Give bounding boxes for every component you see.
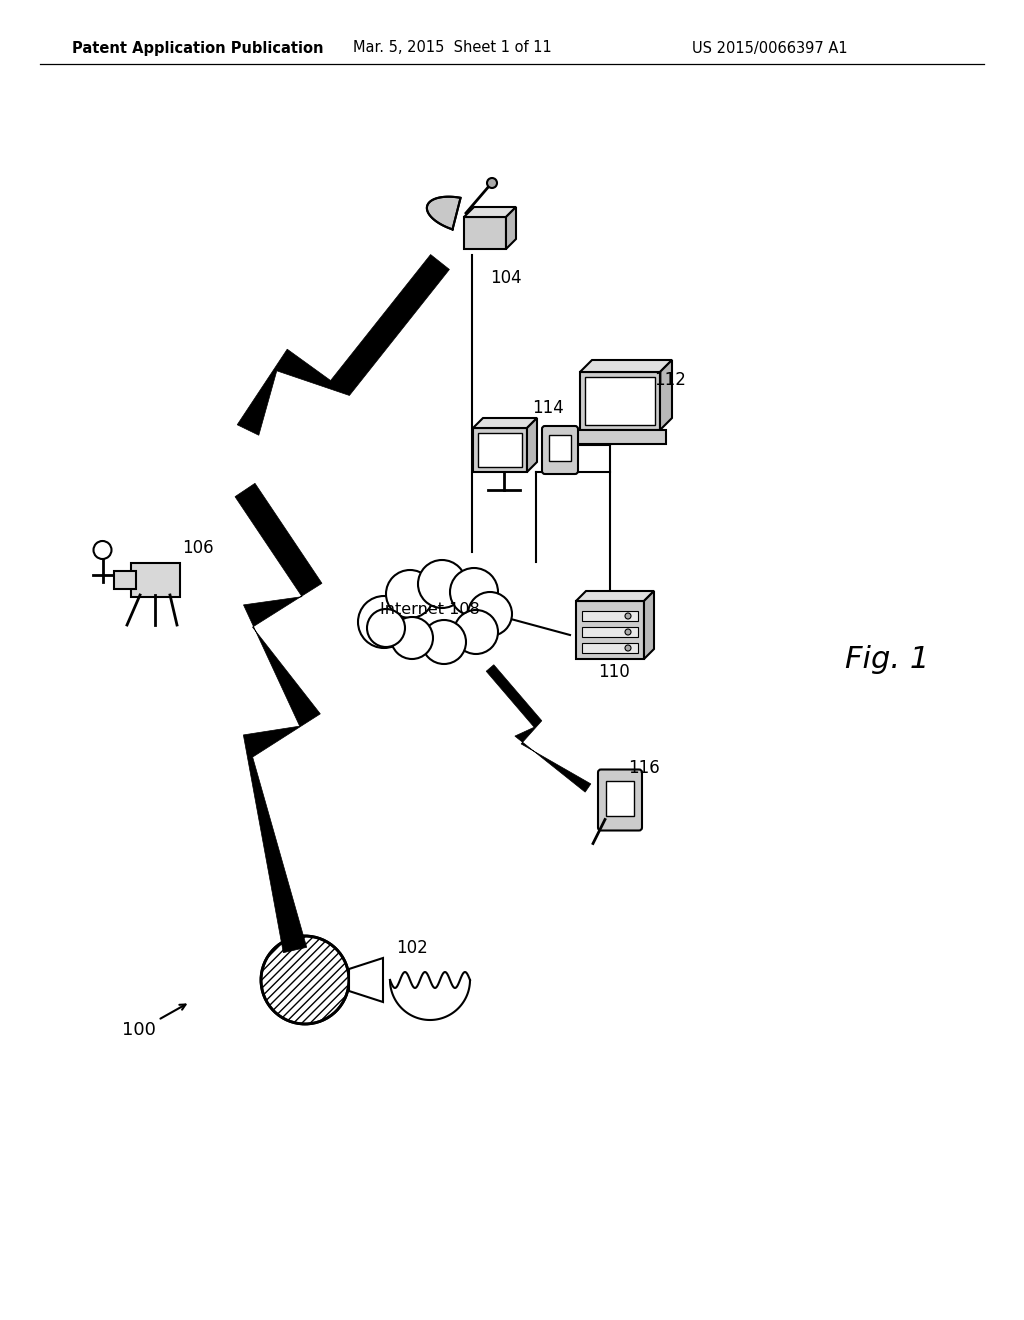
FancyBboxPatch shape bbox=[473, 428, 527, 473]
Circle shape bbox=[625, 612, 631, 619]
Text: US 2015/0066397 A1: US 2015/0066397 A1 bbox=[692, 41, 848, 55]
FancyBboxPatch shape bbox=[114, 572, 135, 589]
Circle shape bbox=[358, 597, 410, 648]
FancyBboxPatch shape bbox=[574, 430, 666, 444]
FancyBboxPatch shape bbox=[580, 372, 660, 430]
Polygon shape bbox=[349, 958, 383, 1002]
Circle shape bbox=[625, 645, 631, 651]
Circle shape bbox=[386, 570, 434, 618]
Text: 110: 110 bbox=[598, 663, 630, 681]
Text: Internet 108: Internet 108 bbox=[380, 602, 480, 618]
Polygon shape bbox=[644, 591, 654, 659]
Text: 100: 100 bbox=[122, 1020, 156, 1039]
Polygon shape bbox=[506, 207, 516, 249]
FancyBboxPatch shape bbox=[585, 378, 655, 425]
FancyBboxPatch shape bbox=[478, 433, 522, 467]
Circle shape bbox=[454, 610, 498, 653]
Text: 116: 116 bbox=[628, 759, 659, 777]
Polygon shape bbox=[473, 418, 537, 428]
Text: 114: 114 bbox=[532, 399, 564, 417]
FancyBboxPatch shape bbox=[575, 601, 644, 659]
FancyBboxPatch shape bbox=[464, 216, 506, 249]
Text: Fig. 1: Fig. 1 bbox=[845, 645, 929, 675]
Circle shape bbox=[422, 620, 466, 664]
Text: 102: 102 bbox=[396, 939, 428, 957]
Circle shape bbox=[487, 178, 497, 187]
Circle shape bbox=[367, 609, 406, 647]
Text: 104: 104 bbox=[490, 269, 521, 286]
Circle shape bbox=[391, 616, 433, 659]
FancyBboxPatch shape bbox=[582, 627, 638, 638]
FancyBboxPatch shape bbox=[542, 426, 578, 474]
Polygon shape bbox=[238, 255, 450, 436]
Polygon shape bbox=[427, 197, 461, 230]
FancyBboxPatch shape bbox=[582, 611, 638, 620]
FancyBboxPatch shape bbox=[549, 436, 571, 461]
Polygon shape bbox=[464, 207, 516, 216]
Polygon shape bbox=[660, 360, 672, 430]
Polygon shape bbox=[527, 418, 537, 473]
Text: Mar. 5, 2015  Sheet 1 of 11: Mar. 5, 2015 Sheet 1 of 11 bbox=[353, 41, 552, 55]
Polygon shape bbox=[486, 665, 591, 792]
FancyBboxPatch shape bbox=[598, 770, 642, 830]
Text: 106: 106 bbox=[182, 539, 214, 557]
Circle shape bbox=[261, 936, 349, 1024]
Text: Patent Application Publication: Patent Application Publication bbox=[72, 41, 324, 55]
FancyBboxPatch shape bbox=[582, 643, 638, 653]
FancyBboxPatch shape bbox=[606, 780, 634, 816]
Polygon shape bbox=[575, 591, 654, 601]
Polygon shape bbox=[236, 483, 322, 953]
Circle shape bbox=[625, 630, 631, 635]
Circle shape bbox=[468, 591, 512, 636]
Circle shape bbox=[93, 541, 112, 558]
Text: 112: 112 bbox=[654, 371, 686, 389]
Circle shape bbox=[450, 568, 498, 616]
Polygon shape bbox=[580, 360, 672, 372]
Circle shape bbox=[418, 560, 466, 609]
FancyBboxPatch shape bbox=[130, 564, 179, 597]
